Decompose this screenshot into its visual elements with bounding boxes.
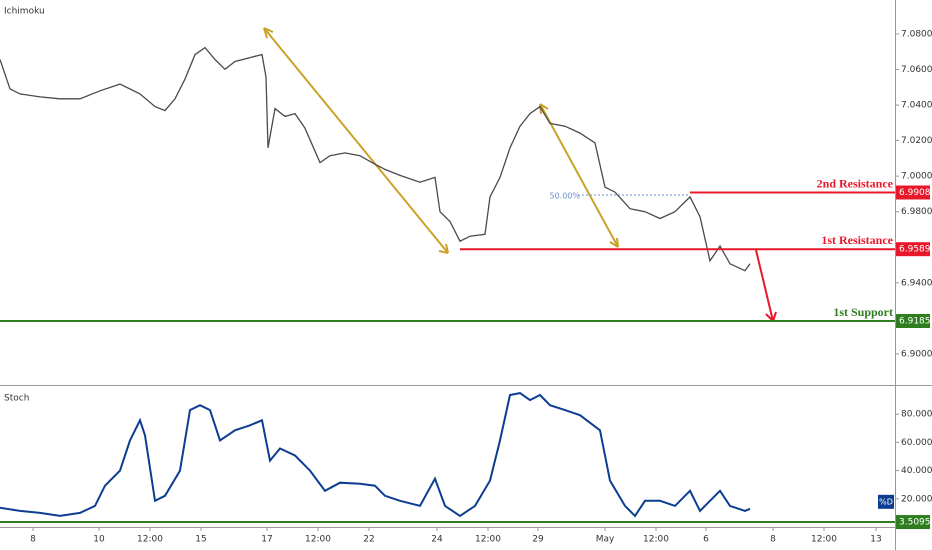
y-tick-label: 40.0000 [901, 466, 932, 476]
target-arrow [755, 249, 777, 322]
indicator-label: Stoch [4, 394, 29, 404]
level-value: 6.9589 [899, 245, 931, 255]
y-tick-label: 7.0000 [901, 172, 932, 182]
x-tick-label: 12:00 [137, 535, 163, 545]
series-line [0, 46, 751, 272]
level-value: 3.5095 [899, 518, 931, 528]
y-tick-label: 7.0400 [901, 101, 932, 111]
level-value: 6.9908 [899, 188, 931, 198]
y-tick-label: 6.9000 [901, 349, 932, 359]
x-tick-label: 17 [261, 535, 272, 545]
legend-tag [878, 494, 894, 509]
level-tag [896, 185, 930, 200]
y-tick-label: 6.9800 [901, 207, 932, 217]
y-tick-label: 60.0000 [901, 438, 932, 448]
indicator-label: Ichimoku [4, 7, 45, 17]
level-tag [896, 515, 930, 530]
x-tick-label: 8 [30, 535, 36, 545]
y-tick-label: 7.0800 [901, 29, 932, 39]
y-tick-label: 7.0200 [901, 136, 932, 146]
legend-label: %D [879, 497, 893, 506]
x-tick-label: 12:00 [811, 535, 837, 545]
x-tick-label: 15 [195, 535, 206, 545]
x-tick-label: 22 [363, 535, 374, 545]
level-name: 2nd Resistance [817, 176, 894, 190]
x-tick-label: May [596, 535, 615, 545]
y-tick-label: 80.0000 [901, 410, 932, 420]
level-tag [896, 314, 930, 329]
series-line [0, 392, 751, 518]
level-tag [896, 242, 930, 257]
fib-label: 50.00% [549, 192, 580, 201]
x-tick-label: 10 [93, 535, 105, 545]
level-name: 1st Support [833, 305, 893, 319]
x-tick-label: 12:00 [643, 535, 669, 545]
x-tick-label: 8 [770, 535, 776, 545]
y-tick-label: 20.0000 [901, 494, 932, 504]
x-tick-label: 12:00 [475, 535, 501, 545]
y-tick-label: 7.0600 [901, 65, 932, 75]
x-tick-label: 24 [431, 535, 443, 545]
x-tick-label: 29 [532, 535, 544, 545]
x-tick-label: 13 [870, 535, 881, 545]
x-tick-label: 12:00 [305, 535, 331, 545]
x-tick-label: 6 [703, 535, 709, 545]
level-name: 1st Resistance [821, 233, 893, 247]
arrows [263, 27, 619, 254]
y-tick-label: 6.9400 [901, 278, 932, 288]
level-value: 6.9185 [899, 317, 931, 327]
